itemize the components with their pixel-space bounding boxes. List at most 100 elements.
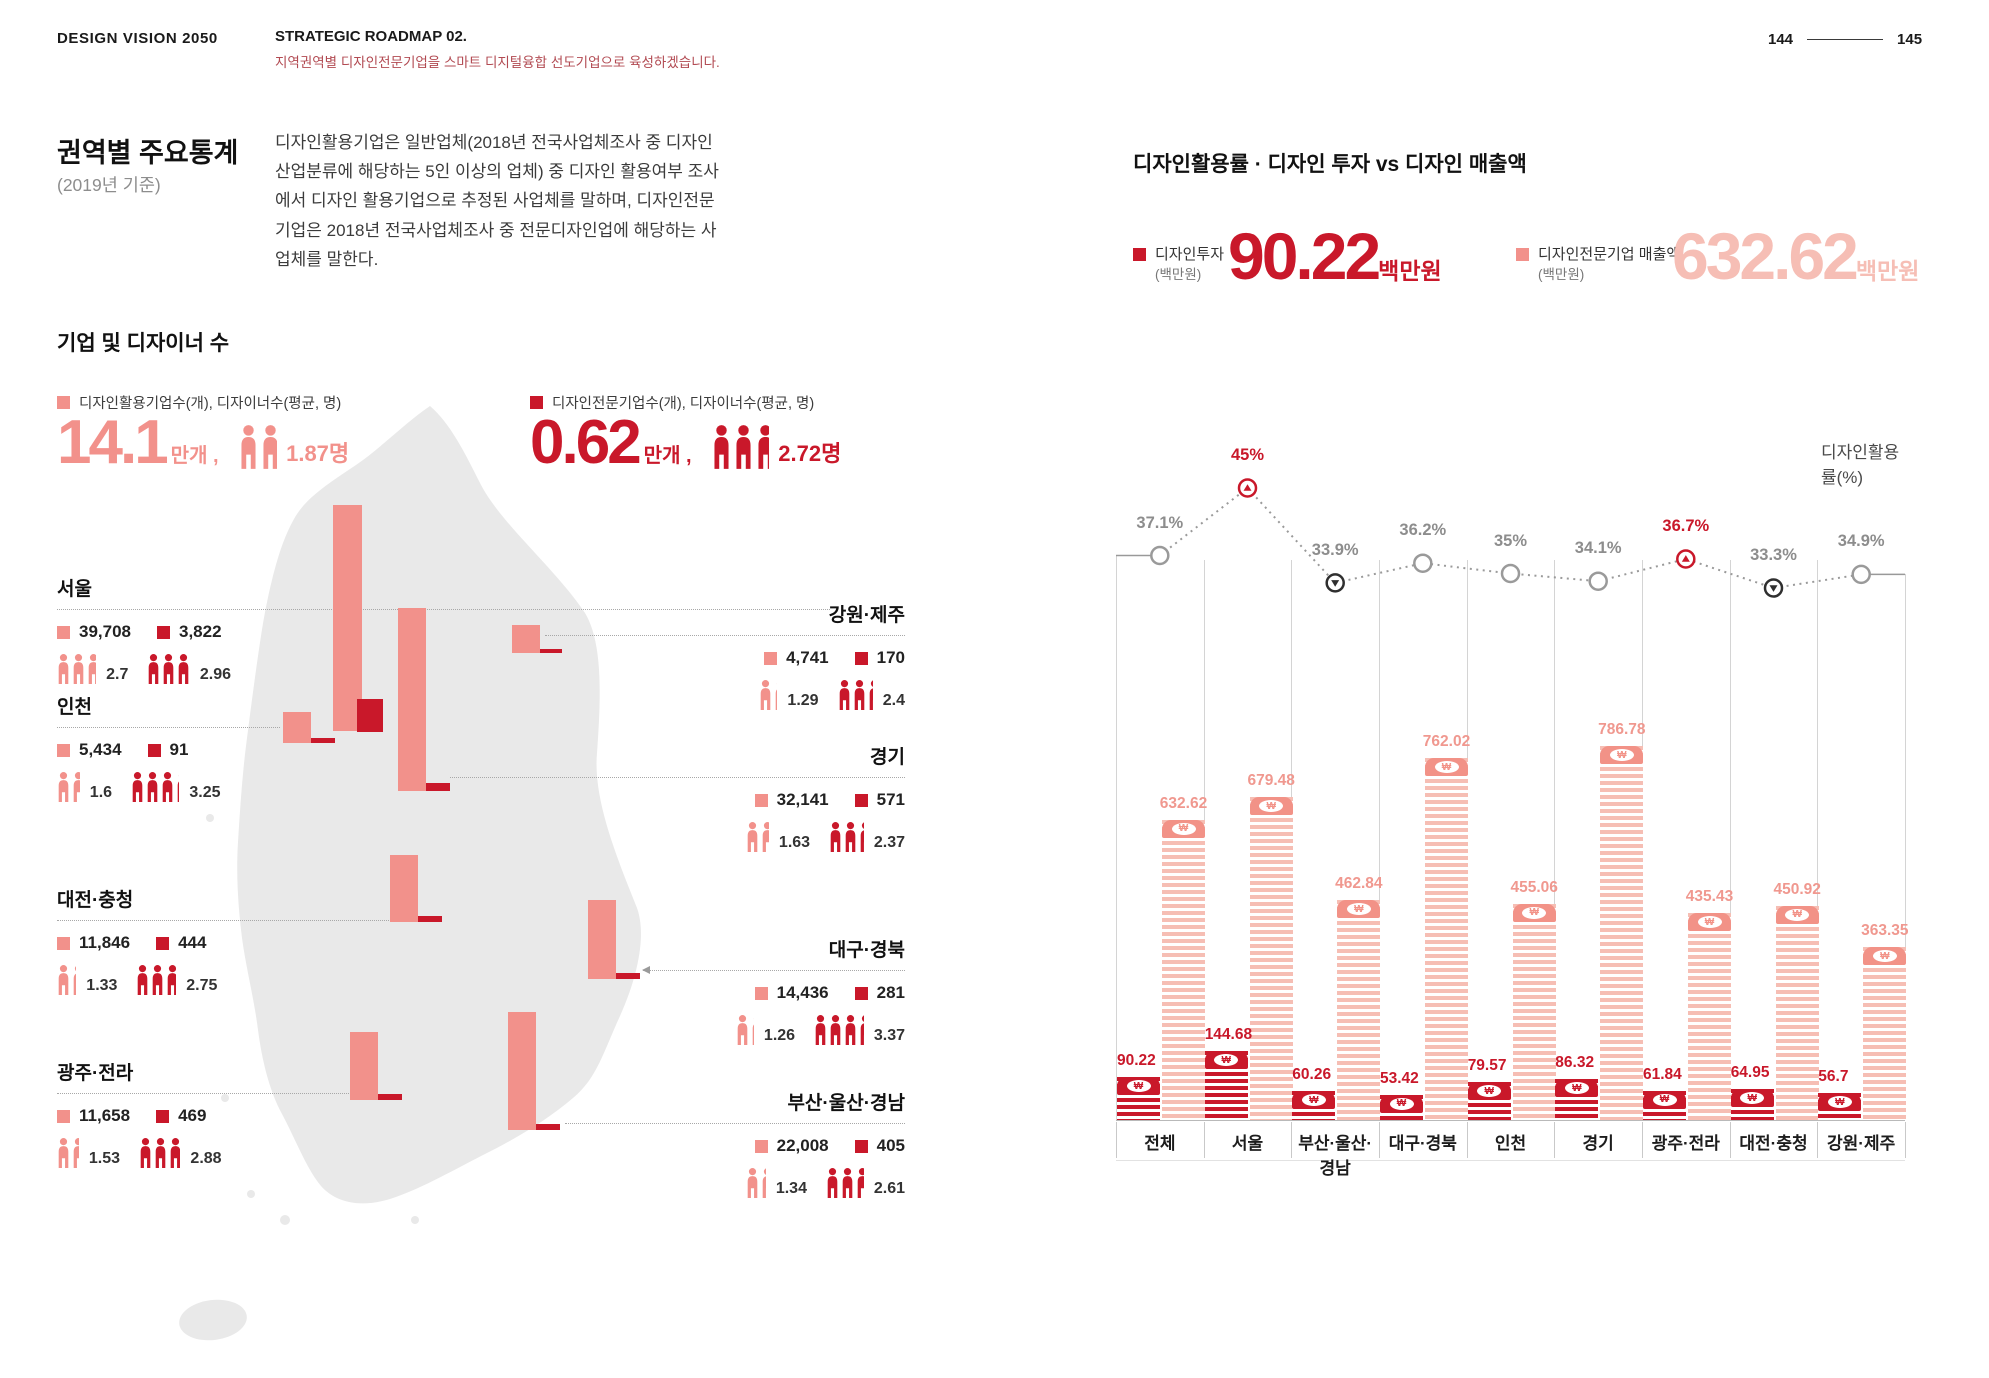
- region-company-counts: 32,141 571: [450, 790, 905, 810]
- person-icon-partial: [774, 680, 778, 710]
- leader-dotted-line: [642, 966, 905, 974]
- design-using-companies-count: 22,008: [776, 1136, 829, 1155]
- person-icons-pink: [57, 654, 97, 684]
- pink-square-icon: [57, 396, 70, 409]
- roadmap-title: STRATEGIC ROADMAP 02.: [275, 28, 467, 45]
- region-designer-counts: 1.6 3.25: [57, 772, 280, 802]
- column-separator: [1817, 560, 1819, 1120]
- person-icon: [162, 654, 175, 684]
- region-company-counts: 4,741 170: [545, 648, 905, 668]
- design-using-companies-count: 14,436: [776, 983, 829, 1002]
- category-divider: [1817, 1122, 1819, 1158]
- category-divider: [1116, 1122, 1117, 1158]
- person-icons-pink: [57, 772, 80, 802]
- map-bar-daegu-pink: [588, 900, 616, 979]
- red-square-icon: [854, 793, 868, 807]
- summary-unit: 만개 ,: [643, 444, 692, 467]
- red-square-icon: [147, 743, 161, 757]
- region-designer-counts: 1.33 2.75: [57, 965, 397, 995]
- avg-designers-firm: 2.37: [873, 834, 905, 851]
- banknote-cap: ₩: [1688, 913, 1731, 932]
- map-bar-gangwon-pink: [512, 625, 540, 653]
- person-icon: [841, 1168, 854, 1198]
- investment-value-label: 60.26: [1292, 1066, 1332, 1084]
- leader-dotted-line: [57, 1093, 357, 1094]
- region-stat-block: 서울 39,708 3,822 2.7 2.96: [57, 574, 830, 684]
- region-company-counts: 11,846 444: [57, 933, 397, 953]
- revenue-value-label: 462.84: [1335, 875, 1383, 893]
- utilization-percent-label: 34.1%: [1574, 539, 1622, 558]
- designer-person-icons: [239, 424, 278, 469]
- map-bar-busan-pink: [508, 1012, 536, 1130]
- person-icon: [72, 654, 85, 684]
- legend-label: 디자인활용기업수(개), 디자이너수(평균, 명): [79, 396, 342, 412]
- region-designer-counts: 1.34 2.61: [565, 1168, 905, 1198]
- person-icon-partial: [761, 822, 769, 852]
- summary-unit: 만개 ,: [170, 444, 219, 467]
- design-using-companies-count: 11,658: [79, 1106, 131, 1125]
- investment-value-label: 79.57: [1467, 1057, 1507, 1075]
- person-icon: [814, 1015, 827, 1045]
- avg-designers-firm: 2.61: [873, 1180, 905, 1197]
- brand-title: DESIGN VISION 2050: [57, 30, 218, 47]
- pink-square-icon: [754, 793, 768, 807]
- person-icon: [736, 1015, 749, 1045]
- person-icons-red: [136, 965, 177, 995]
- map-bar-busan-red: [536, 1124, 560, 1130]
- region-name: 경기: [870, 747, 905, 768]
- banknote-cap: ₩: [1292, 1091, 1336, 1110]
- investment-value: 90.22: [1228, 219, 1381, 293]
- category-label: 부산·울산·경남: [1298, 1134, 1373, 1178]
- red-square-icon: [854, 1139, 868, 1153]
- person-icon: [57, 965, 70, 995]
- region-name: 서울: [57, 579, 92, 600]
- revenue-value-label: 632.62: [1159, 794, 1208, 812]
- won-icon: ₩: [1301, 1094, 1326, 1107]
- category-divider: [1642, 1122, 1643, 1158]
- legend-design-using-companies: 디자인활용기업수(개), 디자이너수(평균, 명): [57, 392, 341, 413]
- person-icon-partial: [177, 654, 190, 684]
- person-icon-partial: [176, 772, 180, 802]
- utilization-percent-label: 36.7%: [1662, 517, 1710, 535]
- person-icon: [131, 772, 144, 802]
- person-icon-partial: [87, 654, 97, 684]
- person-icons-pink: [746, 1168, 766, 1198]
- chart-frame-right: [1905, 574, 1906, 1120]
- won-icon: ₩: [1740, 1092, 1765, 1105]
- revenue-value-label: 363.35: [1861, 922, 1909, 940]
- person-icon-partial: [72, 965, 77, 995]
- map-bar-daegu-red: [616, 973, 640, 979]
- region-stat-block: 강원·제주 4,741 170 1.29 2.4: [545, 600, 905, 710]
- design-using-companies-count: 32,141: [776, 790, 829, 809]
- summary-design-firms: 0.62 만개 , 2.72명: [530, 408, 841, 477]
- person-icon-partial: [72, 1138, 79, 1168]
- person-icons-pink: [57, 965, 77, 995]
- avg-designers-using: 1.33: [86, 977, 118, 994]
- legend-label: 디자인투자 (백만원): [1155, 245, 1224, 286]
- summary-value: 0.62: [530, 408, 642, 477]
- won-icon: ₩: [1522, 906, 1547, 919]
- design-firms-count: 170: [876, 648, 905, 667]
- map-bar-gangwon-red: [540, 649, 562, 653]
- person-icon-partial: [856, 1168, 864, 1198]
- person-icons-pink: [746, 822, 769, 852]
- person-icon: [734, 424, 753, 469]
- map-bar-gwangju-red: [378, 1094, 402, 1100]
- leader-dotted-line: [545, 635, 905, 636]
- leader-dotted-line: [57, 920, 397, 921]
- pink-square-icon: [754, 986, 768, 1000]
- person-icon: [746, 822, 759, 852]
- design-using-companies-count: 39,708: [79, 622, 131, 641]
- won-icon: ₩: [1609, 749, 1634, 762]
- category-label: 전체: [1144, 1134, 1176, 1153]
- legend-label: 디자인전문기업수(개), 디자이너수(평균, 명): [552, 396, 815, 412]
- page-number-right: 145: [1897, 31, 1923, 48]
- region-stat-block: 대전·충청 11,846 444 1.33 2.75: [57, 885, 397, 995]
- banknote-cap: ₩: [1818, 1093, 1862, 1112]
- banknote-cap: ₩: [1863, 947, 1907, 966]
- utilization-percent-label: 37.1%: [1136, 513, 1184, 532]
- won-icon: ₩: [1652, 1093, 1677, 1106]
- person-icon: [759, 680, 772, 710]
- person-icon: [161, 772, 174, 802]
- category-label: 서울: [1231, 1134, 1264, 1153]
